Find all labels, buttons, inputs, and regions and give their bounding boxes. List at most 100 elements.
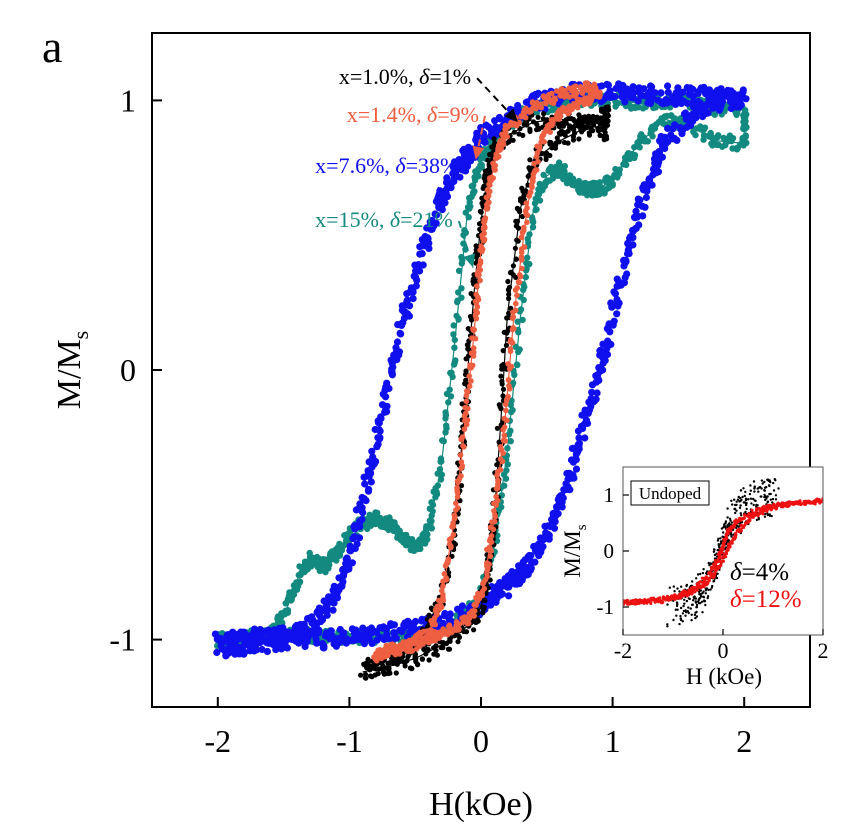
series-1-point — [481, 138, 489, 146]
series-1-point — [232, 636, 241, 644]
inset-series-0-point — [704, 603, 707, 607]
main-y-axis-label: M/Ms — [51, 331, 93, 409]
series-1-point — [621, 259, 629, 267]
series-2-point — [603, 133, 610, 139]
inset-series-0-point — [719, 542, 723, 545]
inset-series-1-point — [744, 521, 748, 525]
inset-series-1-point — [727, 542, 731, 546]
inset-series-1-point — [661, 597, 666, 601]
series-2-point — [557, 131, 564, 137]
series-1-point — [629, 227, 637, 235]
series-3-group — [371, 80, 603, 664]
inset-series-1-point — [746, 519, 750, 523]
series-0-point — [519, 316, 526, 324]
series-3-point — [500, 437, 507, 444]
inset-series-0-point — [681, 620, 684, 623]
series-0-point — [455, 267, 463, 274]
series-3-point — [466, 373, 473, 379]
inset-series-0-point — [754, 499, 757, 503]
series-1-point — [217, 642, 225, 650]
inset-series-0-point — [704, 592, 707, 595]
series-1-point — [432, 219, 440, 227]
inset-series-0-point — [701, 571, 705, 575]
series-2-point — [405, 654, 411, 660]
series-3-point — [491, 508, 497, 514]
series-0-point — [284, 607, 292, 614]
series-2-point — [425, 648, 431, 654]
series-2-point — [386, 660, 392, 666]
series-1-point — [285, 628, 293, 636]
series-1-point — [664, 88, 672, 96]
inset-series-1-point — [823, 499, 826, 502]
series-1-point — [409, 287, 417, 295]
inset-series-1-point — [713, 562, 718, 567]
inset-series-1-point — [825, 499, 828, 502]
series-2-point — [527, 167, 533, 173]
series-1-point — [549, 513, 558, 521]
series-1-point — [364, 487, 373, 495]
inset-series-1-point — [781, 501, 786, 505]
inset-axes: -2 0 2-101 — [597, 483, 829, 663]
series-0-point — [505, 431, 513, 438]
series-0-point — [509, 406, 516, 414]
series-3-point — [487, 182, 493, 188]
inset-series-1-point — [742, 516, 747, 520]
inset-series-0-point — [735, 509, 738, 512]
series-1-point — [359, 508, 367, 517]
series-3-point — [474, 304, 481, 310]
series-1-point — [563, 469, 571, 478]
series-2-point — [371, 662, 377, 668]
inset-series-1-point — [828, 500, 831, 503]
series-0-point — [563, 180, 571, 187]
series-1-point — [689, 85, 697, 93]
series-2-point — [527, 157, 533, 163]
series-2-point — [539, 151, 545, 157]
inset-series-1-point — [750, 508, 754, 512]
series-2-point — [498, 373, 504, 379]
inset-series-1-point — [779, 505, 784, 509]
inset-series-0-point — [730, 521, 734, 524]
inset-series-0-point — [729, 532, 732, 536]
series-2-point — [605, 118, 611, 124]
series-1-point — [463, 162, 472, 170]
series-0-point — [509, 379, 517, 387]
series-0-point — [631, 144, 638, 151]
inset-series-0-point — [687, 597, 690, 600]
inset-series-1-point — [830, 498, 833, 501]
series-0-point — [734, 145, 741, 152]
series-0-point — [339, 543, 347, 550]
inset-y-axis-label: M/Ms — [560, 524, 590, 577]
series-1-point — [603, 80, 611, 88]
series-3-point — [522, 114, 529, 121]
series-2-point — [455, 639, 461, 645]
inset-series-1-point — [832, 501, 835, 504]
inset-series-0-point — [739, 512, 742, 515]
series-2-point — [396, 659, 402, 665]
series-1-point — [382, 405, 390, 413]
inset-series-0-point — [682, 604, 685, 608]
series-1-point — [621, 273, 629, 282]
series-3-point — [497, 456, 504, 462]
series-1-point — [575, 434, 583, 442]
series-1-point — [301, 642, 309, 651]
inset-series-1-point — [689, 590, 694, 594]
inset-series-0-point — [742, 487, 745, 490]
inset-series-0-point — [694, 616, 697, 620]
series-1-point — [439, 619, 447, 627]
series-3-point — [529, 184, 535, 191]
inset-series-0-point — [685, 583, 689, 587]
inset-series-0-point — [702, 568, 705, 571]
series-3-point — [495, 481, 501, 488]
inset-series-1-point — [805, 500, 809, 504]
inset-series-1-point — [771, 504, 775, 508]
inset-series-0-point — [685, 599, 689, 603]
inset-series-0-point — [695, 577, 698, 580]
series-0-point — [720, 134, 727, 142]
series-3-point — [514, 292, 520, 299]
inset-series-1-point — [802, 502, 806, 506]
series-3-point — [501, 415, 508, 422]
series-3-point — [474, 283, 480, 289]
inset-series-0-point — [697, 602, 701, 605]
series-2-point — [561, 139, 568, 146]
series-0-point — [448, 369, 455, 376]
